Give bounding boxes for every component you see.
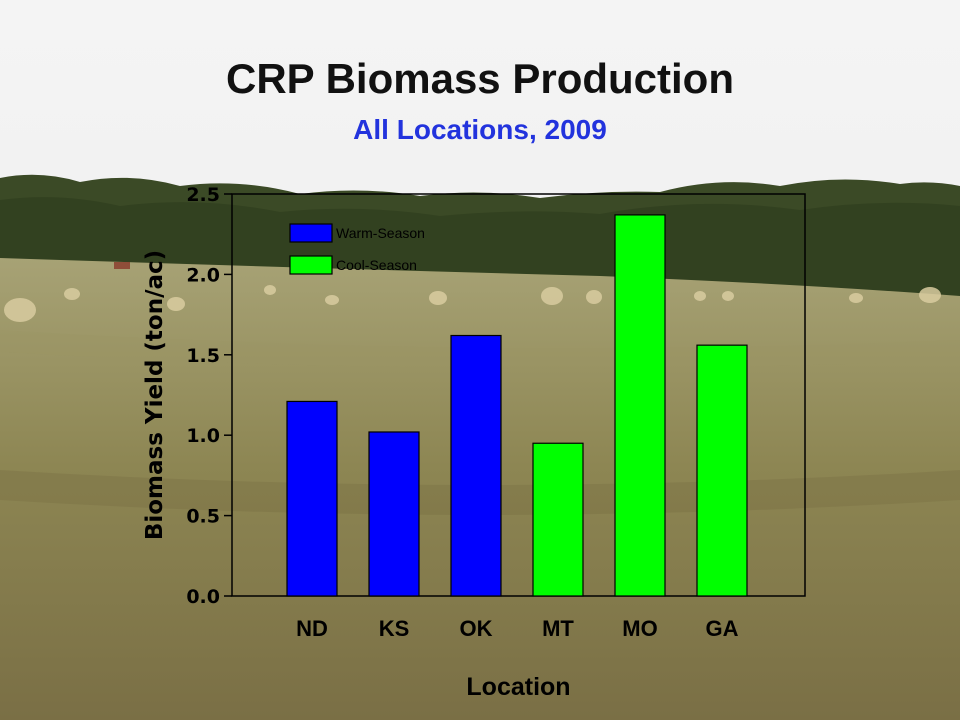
bar-ok: [450, 334, 502, 597]
y-tick-label: 1.0: [186, 425, 220, 447]
chart-legend: Warm-Season Cool-Season: [289, 223, 425, 275]
y-tick-label: 1.5: [186, 345, 220, 367]
y-tick-label: 2.5: [186, 184, 220, 206]
bar-nd: [286, 400, 338, 597]
x-tick-label: KS: [379, 616, 410, 641]
legend-label-0: Warm-Season: [336, 225, 425, 241]
legend-label-1: Cool-Season: [336, 257, 417, 273]
x-tick-label: MO: [622, 616, 657, 641]
x-tick-label: OK: [460, 616, 493, 641]
x-tick-label: GA: [706, 616, 739, 641]
x-tick-label: MT: [542, 616, 574, 641]
slide-subtitle: All Locations, 2009: [353, 114, 607, 145]
x-axis-title: Location: [466, 673, 570, 701]
bar-mt: [532, 442, 584, 597]
bar-ks: [368, 431, 420, 597]
legend-swatch-0: [289, 223, 333, 243]
y-axis-title: Biomass Yield (ton/ac): [142, 250, 168, 540]
chart-bars: [286, 214, 748, 597]
x-tick-label: ND: [296, 616, 328, 641]
y-tick-label: 2.0: [186, 264, 220, 286]
plot-frame: [231, 193, 806, 597]
chart-labels: 0.0 0.5 1.0 1.5 2.0 2.5 ND KS OK MT MO GA Location Bi…: [142, 184, 739, 701]
legend-swatch-1: [289, 255, 333, 275]
bar-mo: [614, 214, 666, 597]
slide-title: CRP Biomass Production: [226, 55, 734, 102]
y-tick-label: 0.0: [186, 586, 220, 608]
y-tick-label: 0.5: [186, 506, 220, 528]
chart-axes: [224, 193, 806, 597]
bar-ga: [696, 344, 748, 597]
